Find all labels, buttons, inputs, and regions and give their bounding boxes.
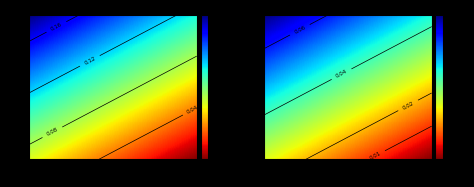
X-axis label: Magnetic field, B (x 10¹⁴ G): Magnetic field, B (x 10¹⁴ G) xyxy=(306,175,391,181)
Text: 0.04: 0.04 xyxy=(186,105,200,115)
Text: 0.01: 0.01 xyxy=(369,151,382,161)
X-axis label: Magnetic field, B (x 10¹⁴ G): Magnetic field, B (x 10¹⁴ G) xyxy=(71,175,155,181)
Text: 0.02: 0.02 xyxy=(401,100,415,111)
Title: Maximum Redshift: Maximum Redshift xyxy=(74,6,152,15)
Text: 0.16: 0.16 xyxy=(50,22,63,32)
Title: Maximum Redshift: Maximum Redshift xyxy=(309,6,387,15)
Text: 0.06: 0.06 xyxy=(293,25,306,35)
Y-axis label: Spin Period, P (ms): Spin Period, P (ms) xyxy=(6,58,10,117)
Text: 0.04: 0.04 xyxy=(335,69,348,79)
Text: 0.08: 0.08 xyxy=(46,127,59,137)
Text: 0.12: 0.12 xyxy=(83,56,96,66)
Y-axis label: Spin Period, P (ms): Spin Period, P (ms) xyxy=(240,58,246,117)
